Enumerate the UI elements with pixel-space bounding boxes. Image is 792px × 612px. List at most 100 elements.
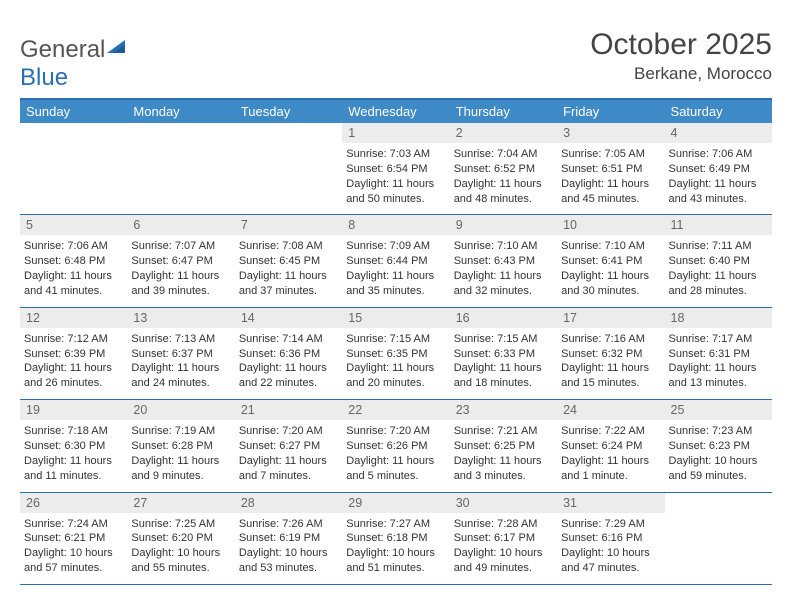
day-details: Sunrise: 7:17 AMSunset: 6:31 PMDaylight:… <box>669 332 768 391</box>
daylight-line: Daylight: 11 hours and 35 minutes. <box>346 269 445 299</box>
sunset-line: Sunset: 6:44 PM <box>346 254 445 269</box>
daylight-line: Daylight: 11 hours and 26 minutes. <box>24 361 123 391</box>
day-details: Sunrise: 7:26 AMSunset: 6:19 PMDaylight:… <box>239 517 338 576</box>
day-details: Sunrise: 7:20 AMSunset: 6:27 PMDaylight:… <box>239 424 338 483</box>
daylight-line: Daylight: 11 hours and 28 minutes. <box>669 269 768 299</box>
dow-header: Tuesday <box>235 100 342 123</box>
day-number: 2 <box>450 123 557 143</box>
sunrise-line: Sunrise: 7:10 AM <box>454 239 553 254</box>
day-details: Sunrise: 7:19 AMSunset: 6:28 PMDaylight:… <box>131 424 230 483</box>
day-cell: Sunrise: 7:03 AMSunset: 6:54 PMDaylight:… <box>342 143 449 215</box>
day-cell: Sunrise: 7:20 AMSunset: 6:27 PMDaylight:… <box>235 420 342 492</box>
day-cell: Sunrise: 7:09 AMSunset: 6:44 PMDaylight:… <box>342 235 449 307</box>
sunrise-line: Sunrise: 7:25 AM <box>131 517 230 532</box>
day-cell: Sunrise: 7:20 AMSunset: 6:26 PMDaylight:… <box>342 420 449 492</box>
day-number: 9 <box>450 215 557 236</box>
sunset-line: Sunset: 6:40 PM <box>669 254 768 269</box>
day-number: 17 <box>557 307 664 328</box>
day-number: 12 <box>20 307 127 328</box>
logo-word2: Blue <box>20 64 68 91</box>
sunset-line: Sunset: 6:30 PM <box>24 439 123 454</box>
sunset-line: Sunset: 6:18 PM <box>346 531 445 546</box>
day-number-row: 1234 <box>20 123 772 143</box>
sunset-line: Sunset: 6:35 PM <box>346 347 445 362</box>
week-row: Sunrise: 7:24 AMSunset: 6:21 PMDaylight:… <box>20 513 772 585</box>
dow-header: Sunday <box>20 100 127 123</box>
day-number: 26 <box>20 492 127 513</box>
sunrise-line: Sunrise: 7:29 AM <box>561 517 660 532</box>
day-number: 24 <box>557 400 664 421</box>
sunrise-line: Sunrise: 7:08 AM <box>239 239 338 254</box>
day-details: Sunrise: 7:25 AMSunset: 6:20 PMDaylight:… <box>131 517 230 576</box>
daylight-line: Daylight: 11 hours and 48 minutes. <box>454 177 553 207</box>
daylight-line: Daylight: 11 hours and 3 minutes. <box>454 454 553 484</box>
day-number: 30 <box>450 492 557 513</box>
day-details: Sunrise: 7:21 AMSunset: 6:25 PMDaylight:… <box>454 424 553 483</box>
day-number-row: 567891011 <box>20 215 772 236</box>
day-cell: Sunrise: 7:15 AMSunset: 6:33 PMDaylight:… <box>450 328 557 400</box>
week-row: Sunrise: 7:18 AMSunset: 6:30 PMDaylight:… <box>20 420 772 492</box>
day-cell: Sunrise: 7:17 AMSunset: 6:31 PMDaylight:… <box>665 328 772 400</box>
day-cell: Sunrise: 7:24 AMSunset: 6:21 PMDaylight:… <box>20 513 127 585</box>
day-cell: Sunrise: 7:15 AMSunset: 6:35 PMDaylight:… <box>342 328 449 400</box>
day-cell: Sunrise: 7:25 AMSunset: 6:20 PMDaylight:… <box>127 513 234 585</box>
day-cell: Sunrise: 7:05 AMSunset: 6:51 PMDaylight:… <box>557 143 664 215</box>
sunset-line: Sunset: 6:31 PM <box>669 347 768 362</box>
day-details: Sunrise: 7:23 AMSunset: 6:23 PMDaylight:… <box>669 424 768 483</box>
sunrise-line: Sunrise: 7:22 AM <box>561 424 660 439</box>
day-details: Sunrise: 7:14 AMSunset: 6:36 PMDaylight:… <box>239 332 338 391</box>
day-number: 7 <box>235 215 342 236</box>
sunrise-line: Sunrise: 7:06 AM <box>24 239 123 254</box>
sunset-line: Sunset: 6:54 PM <box>346 162 445 177</box>
day-number: 25 <box>665 400 772 421</box>
day-details: Sunrise: 7:10 AMSunset: 6:43 PMDaylight:… <box>454 239 553 298</box>
day-cell: Sunrise: 7:12 AMSunset: 6:39 PMDaylight:… <box>20 328 127 400</box>
day-number: 5 <box>20 215 127 236</box>
day-details: Sunrise: 7:15 AMSunset: 6:35 PMDaylight:… <box>346 332 445 391</box>
day-details: Sunrise: 7:09 AMSunset: 6:44 PMDaylight:… <box>346 239 445 298</box>
day-number <box>20 123 127 143</box>
sunrise-line: Sunrise: 7:16 AM <box>561 332 660 347</box>
week-row: Sunrise: 7:03 AMSunset: 6:54 PM Daylight:… <box>20 143 772 215</box>
sunrise-line: Sunrise: 7:17 AM <box>669 332 768 347</box>
day-cell: Sunrise: 7:16 AMSunset: 6:32 PMDaylight:… <box>557 328 664 400</box>
day-details: Sunrise: 7:05 AMSunset: 6:51 PMDaylight:… <box>561 147 660 206</box>
day-cell: Sunrise: 7:27 AMSunset: 6:18 PMDaylight:… <box>342 513 449 585</box>
day-number: 19 <box>20 400 127 421</box>
week-row: Sunrise: 7:06 AMSunset: 6:48 PMDaylight:… <box>20 235 772 307</box>
daylight-line: Daylight: 11 hours and 22 minutes. <box>239 361 338 391</box>
sunrise-line: Sunrise: 7:14 AM <box>239 332 338 347</box>
day-details: Sunrise: 7:13 AMSunset: 6:37 PMDaylight:… <box>131 332 230 391</box>
day-cell <box>20 143 127 215</box>
daylight-line: Daylight: 10 hours and 57 minutes. <box>24 546 123 576</box>
logo-sail-icon <box>107 32 129 60</box>
sunset-line: Sunset: 6:41 PM <box>561 254 660 269</box>
calendar-table: SundayMondayTuesdayWednesdayThursdayFrid… <box>20 100 772 585</box>
day-cell: Sunrise: 7:04 AMSunset: 6:52 PMDaylight:… <box>450 143 557 215</box>
sunset-line: Sunset: 6:37 PM <box>131 347 230 362</box>
day-cell: Sunrise: 7:22 AMSunset: 6:24 PMDaylight:… <box>557 420 664 492</box>
day-number: 27 <box>127 492 234 513</box>
calendar-page: General Blue October 2025 Berkane, Moroc… <box>0 0 792 585</box>
sunrise-line: Sunrise: 7:15 AM <box>454 332 553 347</box>
day-number: 4 <box>665 123 772 143</box>
sunrise-line: Sunrise: 7:26 AM <box>239 517 338 532</box>
daylight-line: Daylight: 11 hours and 18 minutes. <box>454 361 553 391</box>
day-cell <box>127 143 234 215</box>
dow-header: Saturday <box>665 100 772 123</box>
day-number: 29 <box>342 492 449 513</box>
sunrise-line: Sunrise: 7:03 AM <box>346 147 445 162</box>
day-cell: Sunrise: 7:19 AMSunset: 6:28 PMDaylight:… <box>127 420 234 492</box>
daylight-line: Daylight: 11 hours and 15 minutes. <box>561 361 660 391</box>
day-cell: Sunrise: 7:28 AMSunset: 6:17 PMDaylight:… <box>450 513 557 585</box>
daylight-line: Daylight: 11 hours and 39 minutes. <box>131 269 230 299</box>
day-cell: Sunrise: 7:07 AMSunset: 6:47 PMDaylight:… <box>127 235 234 307</box>
day-details: Sunrise: 7:10 AMSunset: 6:41 PMDaylight:… <box>561 239 660 298</box>
sunset-line: Sunset: 6:47 PM <box>131 254 230 269</box>
sunset-line: Sunset: 6:27 PM <box>239 439 338 454</box>
day-number: 16 <box>450 307 557 328</box>
header: General Blue October 2025 Berkane, Moroc… <box>20 28 772 92</box>
sunset-line: Sunset: 6:16 PM <box>561 531 660 546</box>
daylight-line: Daylight: 11 hours and 13 minutes. <box>669 361 768 391</box>
day-number: 28 <box>235 492 342 513</box>
